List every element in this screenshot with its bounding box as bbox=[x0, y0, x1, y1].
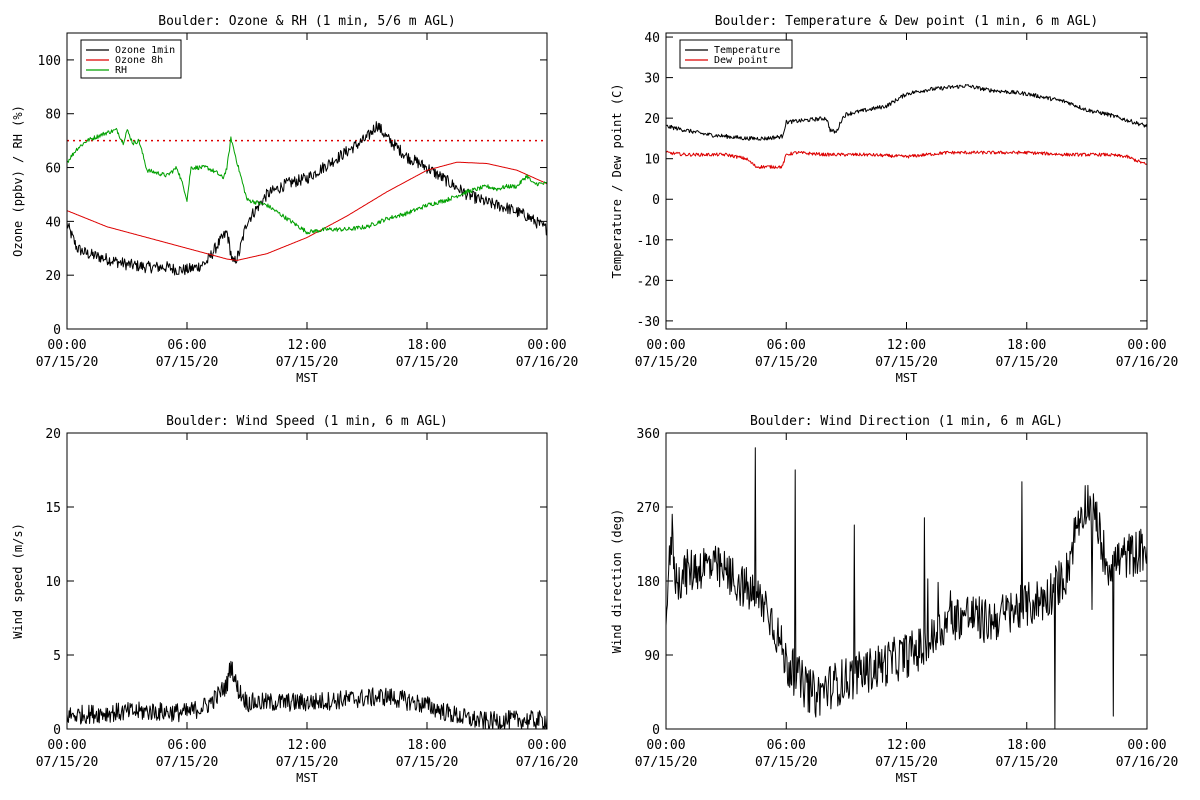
series-line-1 bbox=[66, 121, 548, 276]
x-tick-label-date: 07/15/20 bbox=[276, 355, 339, 370]
x-tick-label-time: 12:00 bbox=[287, 738, 326, 753]
y-tick-label: 100 bbox=[38, 54, 61, 69]
x-tick-label-date: 07/15/20 bbox=[755, 755, 818, 770]
legend-box bbox=[80, 39, 182, 79]
y-tick-label: 5 bbox=[53, 649, 61, 664]
series-line-2 bbox=[66, 161, 548, 261]
y-axis-label: Wind direction (deg) bbox=[610, 509, 624, 654]
y-tick-label: 20 bbox=[644, 112, 660, 127]
x-tick-label-time: 00:00 bbox=[47, 738, 86, 753]
x-tick-label-time: 18:00 bbox=[407, 738, 446, 753]
x-axis-label: MST bbox=[296, 371, 318, 385]
x-tick-label-time: 00:00 bbox=[1127, 738, 1166, 753]
x-tick-label-date: 07/15/20 bbox=[875, 755, 938, 770]
legend-label: Ozone 1min bbox=[115, 45, 175, 56]
series-line-3 bbox=[66, 127, 548, 235]
y-axis-label: Wind speed (m/s) bbox=[11, 523, 25, 639]
y-tick-label: 0 bbox=[652, 193, 660, 208]
x-tick-label-time: 00:00 bbox=[47, 338, 86, 353]
x-tick-label-time: 00:00 bbox=[646, 738, 685, 753]
x-tick-label-date: 07/15/20 bbox=[396, 755, 459, 770]
y-tick-label: 20 bbox=[45, 427, 61, 442]
x-tick-label-date: 07/15/20 bbox=[995, 755, 1058, 770]
y-tick-label: 10 bbox=[45, 575, 61, 590]
chart-panel-4: Boulder: Wind Direction (1 min, 6 m AGL)… bbox=[610, 414, 1178, 785]
y-tick-label: -20 bbox=[637, 274, 660, 289]
x-tick-label-date: 07/15/20 bbox=[875, 355, 938, 370]
x-tick-label-date: 07/15/20 bbox=[635, 355, 698, 370]
x-tick-label-date: 07/15/20 bbox=[36, 355, 99, 370]
chart-title: Boulder: Ozone & RH (1 min, 5/6 m AGL) bbox=[158, 14, 455, 29]
legend-label: Temperature bbox=[714, 45, 780, 56]
plot-frame bbox=[665, 32, 1148, 330]
x-tick-label-time: 18:00 bbox=[1007, 738, 1046, 753]
x-tick-label-time: 00:00 bbox=[527, 738, 566, 753]
y-axis-label: Ozone (ppbv) / RH (%) bbox=[11, 105, 25, 257]
x-tick-label-date: 07/15/20 bbox=[36, 755, 99, 770]
y-tick-label: 20 bbox=[45, 269, 61, 284]
x-tick-label-time: 00:00 bbox=[1127, 338, 1166, 353]
chart-title: Boulder: Temperature & Dew point (1 min,… bbox=[715, 14, 1099, 29]
chart-panel-1: Boulder: Ozone & RH (1 min, 5/6 m AGL) 0 2… bbox=[11, 14, 578, 385]
y-tick-label: -30 bbox=[637, 315, 660, 330]
legend-label: Dew point bbox=[714, 55, 768, 66]
x-tick-label-date: 07/15/20 bbox=[995, 355, 1058, 370]
y-tick-label: 30 bbox=[644, 72, 660, 87]
series-line-1 bbox=[665, 447, 1148, 729]
x-tick-label-time: 06:00 bbox=[167, 338, 206, 353]
series-line-2 bbox=[665, 150, 1148, 169]
x-tick-label-time: 06:00 bbox=[167, 738, 206, 753]
series-line-1 bbox=[665, 84, 1148, 141]
y-tick-label: 40 bbox=[644, 31, 660, 46]
y-tick-label: 0 bbox=[53, 323, 61, 338]
y-tick-label: 270 bbox=[637, 501, 660, 516]
x-axis-label: MST bbox=[296, 771, 318, 785]
x-tick-label-date: 07/16/20 bbox=[516, 755, 579, 770]
legend-box bbox=[679, 39, 793, 69]
y-tick-label: 60 bbox=[45, 162, 61, 177]
y-tick-label: 80 bbox=[45, 108, 61, 123]
y-tick-label: 10 bbox=[644, 153, 660, 168]
y-tick-label: 0 bbox=[53, 723, 61, 738]
x-tick-label-time: 12:00 bbox=[287, 338, 326, 353]
y-tick-label: 40 bbox=[45, 215, 61, 230]
chart-panel-2: Boulder: Temperature & Dew point (1 min,… bbox=[610, 14, 1178, 385]
x-tick-label-date: 07/15/20 bbox=[755, 355, 818, 370]
y-tick-label: 0 bbox=[652, 723, 660, 738]
x-tick-label-date: 07/16/20 bbox=[1116, 755, 1179, 770]
x-tick-label-date: 07/16/20 bbox=[516, 355, 579, 370]
x-tick-label-time: 00:00 bbox=[527, 338, 566, 353]
x-tick-label-time: 12:00 bbox=[887, 738, 926, 753]
y-tick-label: 15 bbox=[45, 501, 61, 516]
x-tick-label-time: 00:00 bbox=[646, 338, 685, 353]
x-axis-label: MST bbox=[896, 771, 918, 785]
x-tick-label-date: 07/15/20 bbox=[396, 355, 459, 370]
y-tick-label: 90 bbox=[644, 649, 660, 664]
x-axis-label: MST bbox=[896, 371, 918, 385]
chart-panel-3: Boulder: Wind Speed (1 min, 6 m AGL) 0 5 10… bbox=[11, 414, 578, 785]
y-tick-label: 180 bbox=[637, 575, 660, 590]
y-axis-label: Temperature / Dew point (C) bbox=[610, 83, 624, 278]
x-tick-label-time: 18:00 bbox=[1007, 338, 1046, 353]
legend-label: Ozone 8h bbox=[115, 55, 163, 66]
x-tick-label-date: 07/16/20 bbox=[1116, 355, 1179, 370]
legend-label: RH bbox=[115, 65, 127, 76]
x-tick-label-time: 06:00 bbox=[767, 338, 806, 353]
plot-frame bbox=[66, 32, 548, 330]
x-tick-label-date: 07/15/20 bbox=[635, 755, 698, 770]
x-tick-label-time: 12:00 bbox=[887, 338, 926, 353]
plot-frame bbox=[66, 432, 548, 730]
x-tick-label-date: 07/15/20 bbox=[156, 755, 219, 770]
y-tick-label: -10 bbox=[637, 234, 660, 249]
series-line-1 bbox=[66, 660, 548, 730]
x-tick-label-time: 18:00 bbox=[407, 338, 446, 353]
x-tick-label-time: 06:00 bbox=[767, 738, 806, 753]
x-tick-label-date: 07/15/20 bbox=[276, 755, 339, 770]
plot-frame bbox=[665, 432, 1148, 730]
y-tick-label: 360 bbox=[637, 427, 660, 442]
chart-title: Boulder: Wind Direction (1 min, 6 m AGL) bbox=[750, 414, 1063, 429]
chart-title: Boulder: Wind Speed (1 min, 6 m AGL) bbox=[166, 414, 448, 429]
x-tick-label-date: 07/15/20 bbox=[156, 355, 219, 370]
